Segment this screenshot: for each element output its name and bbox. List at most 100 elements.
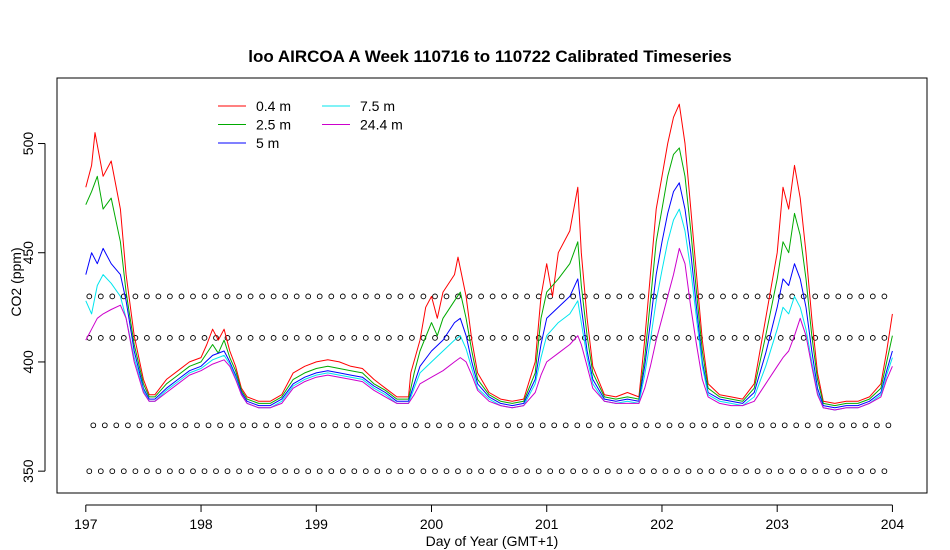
legend-label: 24.4 m: [360, 117, 403, 133]
marker-point: [674, 293, 680, 300]
marker-point: [674, 335, 680, 341]
plot-area: [56, 77, 928, 494]
marker-point: [144, 468, 150, 475]
marker-point: [328, 335, 335, 341]
marker-point: [190, 293, 196, 300]
marker-point: [190, 468, 196, 475]
marker-point: [570, 468, 577, 475]
marker-point: [339, 335, 346, 341]
marker-point: [101, 422, 108, 429]
marker-point: [213, 293, 219, 300]
marker-point: [524, 335, 530, 341]
marker-point: [362, 468, 369, 475]
marker-point: [558, 335, 565, 341]
marker-point: [512, 468, 519, 475]
marker-point: [120, 335, 127, 341]
series-line-0: [85, 103, 893, 404]
marker-point: [708, 335, 715, 341]
marker-point: [827, 422, 834, 429]
marker-point: [328, 293, 335, 300]
marker-point: [697, 293, 703, 300]
marker-point: [697, 468, 703, 475]
marker-point: [516, 422, 523, 429]
marker-point: [666, 422, 673, 429]
marker-point: [236, 293, 242, 300]
marker-point: [524, 468, 530, 475]
marker-point: [823, 468, 830, 475]
marker-point: [259, 293, 265, 300]
marker-point: [482, 422, 488, 429]
marker-point: [263, 422, 269, 429]
marker-point: [374, 335, 381, 341]
marker-point: [712, 422, 719, 429]
marker-point: [869, 293, 876, 300]
marker-point: [109, 335, 116, 341]
marker-point: [616, 293, 623, 300]
marker-point: [858, 335, 865, 341]
marker-point: [570, 293, 577, 300]
marker-point: [316, 335, 323, 341]
marker-point: [86, 468, 93, 475]
marker-point: [409, 293, 415, 300]
marker-point: [274, 422, 281, 429]
marker-point: [432, 293, 438, 300]
series-line-4: [85, 247, 893, 411]
marker-point: [593, 335, 600, 341]
marker-point: [662, 335, 669, 341]
marker-point: [628, 293, 634, 300]
marker-point: [466, 293, 473, 300]
marker-point: [720, 293, 726, 300]
legend: 0.4 m 2.5 m 5 m 7.5 m 24.4 m: [218, 98, 403, 151]
marker-point: [804, 422, 811, 429]
marker-point: [305, 335, 312, 341]
marker-point: [247, 468, 254, 475]
marker-point: [447, 422, 454, 429]
marker-point: [501, 468, 507, 475]
marker-point: [120, 468, 127, 475]
marker-point: [397, 293, 404, 300]
marker-point: [639, 293, 646, 300]
marker-point: [171, 422, 177, 429]
marker-point: [547, 468, 554, 475]
marker-point: [528, 422, 535, 429]
marker-point: [339, 293, 346, 300]
marker-point: [378, 422, 385, 429]
marker-point: [616, 335, 623, 341]
marker-point: [167, 293, 173, 300]
marker-point: [316, 293, 323, 300]
marker-point: [144, 335, 150, 341]
marker-point: [113, 422, 120, 429]
marker-point: [409, 468, 415, 475]
marker-point: [297, 422, 304, 429]
marker-point: [524, 293, 530, 300]
marker-point: [374, 293, 381, 300]
marker-point: [155, 335, 162, 341]
marker-point: [835, 293, 842, 300]
marker-point: [201, 468, 208, 475]
marker-point: [620, 422, 627, 429]
marker-point: [812, 335, 819, 341]
marker-point: [109, 293, 116, 300]
marker-point: [835, 335, 842, 341]
marker-point: [228, 422, 235, 429]
marker-point: [293, 468, 300, 475]
marker-series: [86, 293, 892, 475]
marker-point: [351, 335, 358, 341]
marker-point: [201, 335, 208, 341]
marker-point: [685, 468, 692, 475]
marker-point: [562, 422, 569, 429]
marker-point: [551, 422, 558, 429]
marker-point: [182, 422, 189, 429]
marker-point: [224, 468, 231, 475]
marker-point: [731, 468, 738, 475]
marker-point: [604, 293, 611, 300]
x-tick-label: 197: [74, 516, 98, 532]
marker-point: [512, 335, 519, 341]
marker-point: [823, 335, 830, 341]
marker-point: [259, 468, 265, 475]
marker-point: [655, 422, 661, 429]
marker-point: [574, 422, 581, 429]
marker-point: [251, 422, 258, 429]
marker-point: [86, 293, 93, 300]
